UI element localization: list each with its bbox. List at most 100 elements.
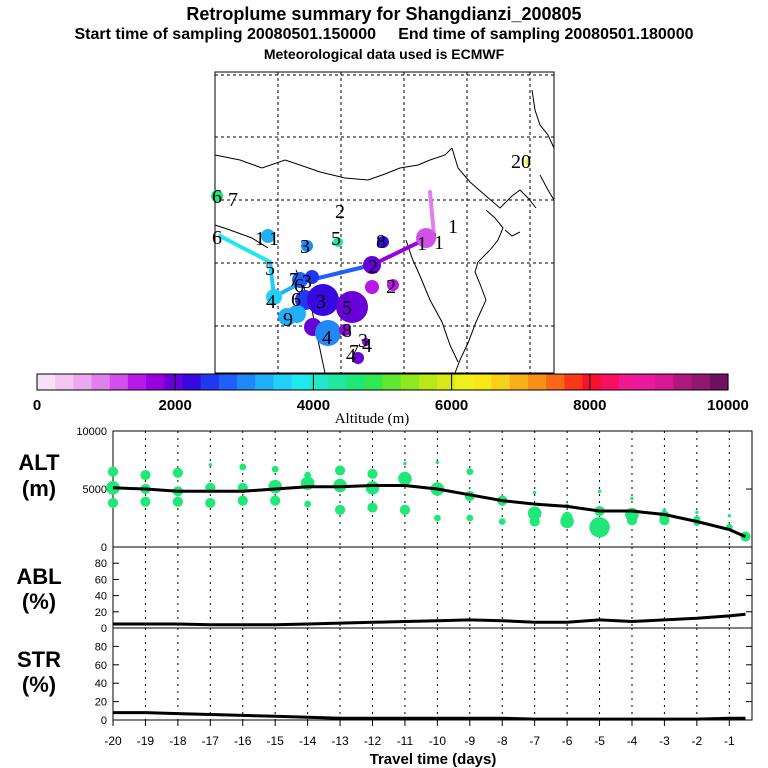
y-tick-label: 60 — [95, 660, 107, 672]
x-tick-label: -14 — [299, 734, 317, 748]
colorbar-cell — [655, 374, 675, 390]
chart-title: Retroplume summary for Shangdianzi_20080… — [186, 4, 582, 24]
cluster-point — [727, 513, 731, 518]
x-tick-label: -1 — [724, 734, 735, 748]
map-label: 1 — [434, 232, 444, 254]
colorbar-cell — [273, 374, 293, 390]
cluster-point — [597, 489, 602, 494]
cluster-point — [433, 514, 441, 522]
colorbar-cell — [327, 374, 347, 390]
map-label: 7 — [349, 341, 359, 363]
cluster-point — [527, 506, 542, 521]
cluster-point — [172, 467, 183, 478]
x-tick-label: -18 — [169, 734, 187, 748]
map-label: 3 — [302, 271, 312, 293]
x-axis-label: Travel time (days) — [370, 751, 497, 768]
colorbar-cell — [109, 374, 129, 390]
colorbar-cell — [709, 374, 729, 390]
colorbar-cell — [546, 374, 565, 390]
cluster-point — [399, 504, 411, 515]
cluster-marker — [292, 272, 308, 288]
cluster-point — [365, 481, 380, 495]
colorbar-cell — [564, 374, 584, 390]
cluster-marker — [305, 270, 319, 284]
altitude-colorbar: 0 2000 4000 6000 8000 10000 Altitude (m) — [33, 373, 749, 427]
cluster-point — [435, 460, 440, 465]
cluster-point — [270, 495, 281, 506]
cluster-marker — [301, 240, 313, 252]
cluster-point — [172, 496, 183, 507]
colorbar-cell — [127, 374, 147, 390]
cluster-marker — [315, 320, 341, 346]
cluster-point — [205, 497, 216, 509]
colorbar-cell — [255, 374, 274, 390]
cluster-marker — [333, 237, 343, 247]
cluster-point — [659, 515, 670, 526]
y-tick-label: 10000 — [76, 426, 107, 438]
cluster-point — [626, 515, 638, 526]
cluster-marker — [339, 324, 351, 336]
x-tick-label: -4 — [627, 734, 638, 748]
y-tick-label: 0 — [101, 623, 107, 635]
map-label: 5 — [265, 258, 275, 280]
start-time-label: Start time of sampling 20080501.150000 — [74, 26, 377, 43]
cluster-point — [268, 479, 282, 494]
colorbar-cell — [600, 374, 620, 390]
map-label: 1 — [269, 228, 279, 250]
panel-ylabel: ALT — [18, 450, 60, 475]
cluster-marker — [266, 289, 282, 305]
abl-line — [113, 612, 746, 627]
map-label: 4 — [266, 291, 276, 313]
colorbar-cell — [182, 374, 202, 390]
colorbar-cell — [73, 374, 93, 390]
cluster-point — [140, 469, 151, 481]
colorbar-tick-label: 10000 — [707, 397, 749, 414]
cluster-point — [271, 465, 279, 473]
colorbar-cell — [364, 374, 384, 390]
map-label: 4 — [346, 345, 356, 367]
cluster-point — [398, 471, 412, 486]
colorbar-cell — [346, 374, 365, 390]
x-tick-label: -13 — [331, 734, 349, 748]
colorbar-cell — [400, 374, 420, 390]
str-line — [113, 711, 746, 721]
cluster-point — [334, 504, 346, 515]
colorbar-label: Altitude (m) — [335, 411, 410, 427]
colorbar-cell — [91, 374, 111, 390]
cluster-point — [498, 518, 506, 525]
map-label: 5 — [331, 228, 341, 250]
cluster-point — [239, 463, 247, 471]
cluster-point — [334, 465, 346, 476]
cluster-marker — [387, 279, 399, 291]
panel-frame — [112, 546, 753, 629]
map-label: 7 — [228, 189, 238, 211]
trajectory-segment — [428, 190, 436, 237]
trajectory-segment — [218, 234, 272, 264]
map-label: 1 — [448, 216, 458, 238]
cluster-marker — [365, 280, 379, 294]
map-label: 4 — [322, 327, 332, 349]
map-label: 6 — [294, 275, 304, 297]
map-label: 9 — [283, 309, 293, 331]
colorbar-cell — [691, 374, 711, 390]
colorbar-cell — [218, 374, 238, 390]
cluster-marker — [307, 284, 339, 316]
cluster-marker — [261, 229, 275, 243]
sampling-times: Start time of sampling 20080501.150000 E… — [0, 26, 768, 44]
panel-abl: 0 20 40 60 80 ABL(%) — [16, 546, 753, 635]
cluster-point — [529, 516, 540, 527]
cluster-point — [630, 496, 634, 500]
map-label: 8 — [342, 320, 352, 342]
cluster-point — [304, 500, 312, 508]
cluster-point — [208, 462, 213, 467]
panel-ylabel: ABL — [16, 564, 61, 589]
map-label: 3 — [358, 330, 368, 352]
colorbar-cell — [200, 374, 220, 390]
cluster-point — [140, 496, 151, 507]
map-frame — [214, 71, 555, 374]
colorbar-cell — [37, 374, 56, 390]
map-label: 8 — [376, 231, 386, 253]
y-tick-label: 5000 — [83, 484, 107, 496]
